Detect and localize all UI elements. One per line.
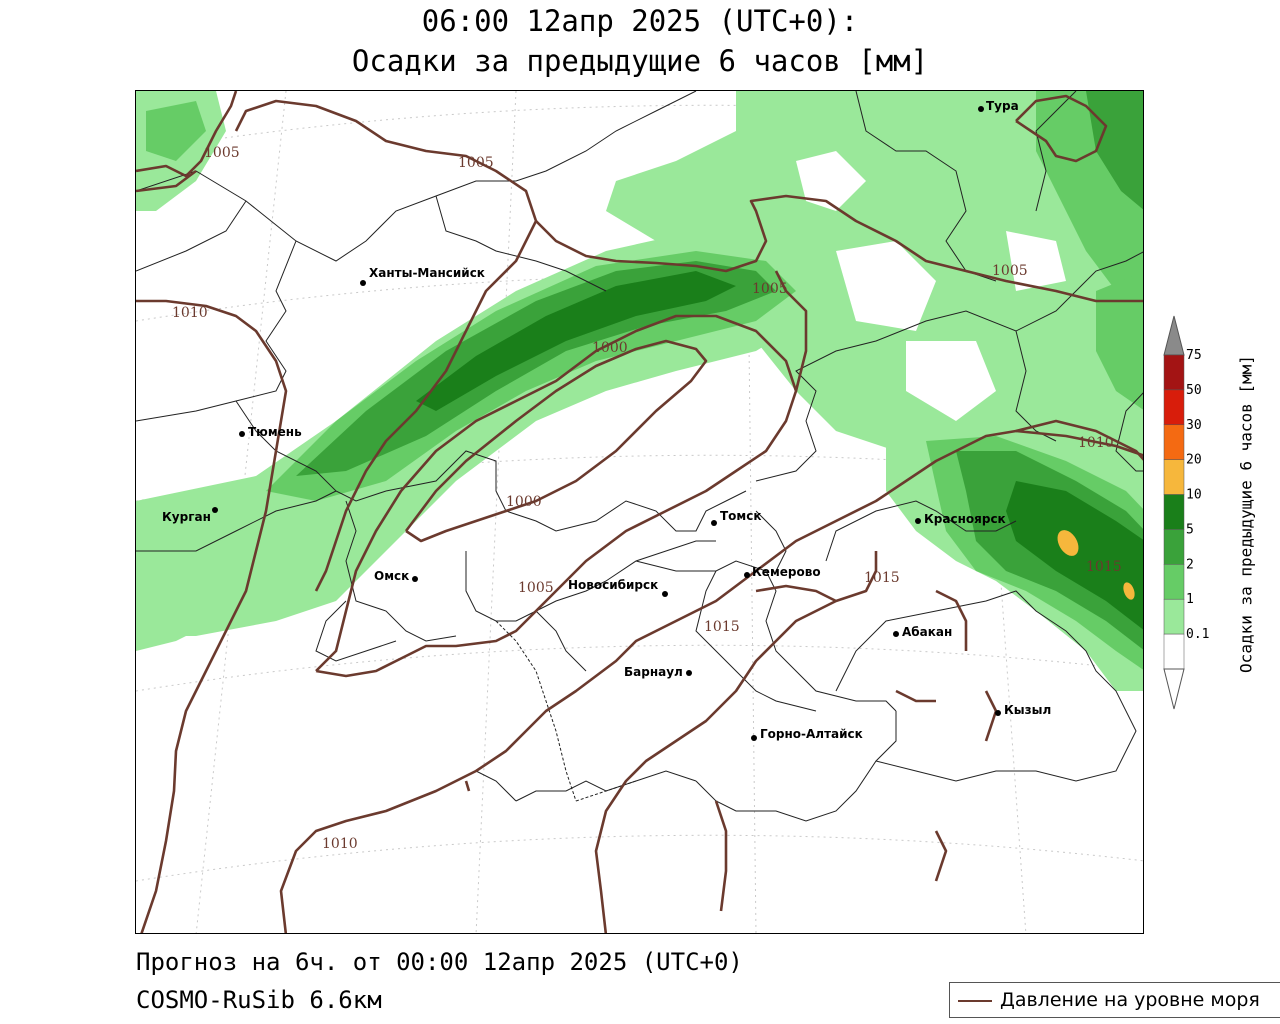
city-label: Кемерово [752,565,821,579]
isobar-label: 1015 [1086,559,1122,575]
isobar-label: 1010 [172,305,208,321]
precip-max-spot [1057,530,1079,556]
map-title-line1: 06:00 12апр 2025 (UTC+0): [421,4,859,38]
isobar-label: 1005 [204,145,240,161]
colorbar-cap-top [1163,315,1185,356]
colorbar-tick-label: 1 [1186,592,1194,607]
cities: Тура Ханты-Мансийск Тюмень Курган Омск Н… [162,99,1051,741]
colorbar-cell [1163,389,1185,426]
isobar-label: 1005 [752,281,788,297]
isobar-labels: 1005 1005 1010 1005 1000 1005 1000 1005 … [172,145,1122,852]
colorbar-cell [1163,633,1185,670]
colorbar-cell [1163,494,1185,530]
isobar-label: 1005 [992,263,1028,279]
city-label: Барнаул [624,665,683,679]
colorbar-cells [1163,354,1185,670]
isobar-label: 1010 [322,836,358,852]
isobar-label: 1000 [592,340,628,356]
city-label: Абакан [902,625,952,639]
map-title-line2: Осадки за предыдущие 6 часов [мм] [351,44,929,78]
city-label: Курган [162,510,211,524]
country-border [495,620,637,802]
colorbar-tick-label: 5 [1186,522,1194,537]
precipitation-field [136,91,1143,691]
isobar-label: 1005 [518,580,554,596]
colorbar-tick-label: 75 [1186,348,1202,363]
city-label: Красноярск [924,512,1006,526]
isobar-label: 1010 [1078,435,1114,451]
colorbar-cell [1163,598,1185,635]
colorbar-cell [1163,354,1185,391]
colorbar-ticks: 75 50 30 20 10 5 2 1 0.1 [1186,348,1209,642]
city-label: Горно-Алтайск [760,727,863,741]
colorbar-title: Осадки за предыдущие 6 часов [мм] [1236,355,1256,673]
colorbar-tick-label: 20 [1186,453,1202,468]
admin-borders [136,91,1143,822]
forecast-info: Прогноз на 6ч. от 00:00 12апр 2025 (UTC+… [136,948,743,976]
colorbar-cell [1163,459,1185,495]
colorbar-title-wrap: Осадки за предыдущие 6 часов [мм] [1232,334,1260,694]
pressure-legend-swatch [958,1000,992,1002]
map-panel: 1005 1005 1010 1005 1000 1005 1000 1005 … [135,90,1144,934]
colorbar-cell [1163,564,1185,600]
city-label: Ханты-Мансийск [369,266,485,280]
precip-band-heavy [296,261,776,476]
city-label: Тюмень [248,425,302,439]
city-label: Омск [374,569,409,583]
city-label: Томск [720,509,762,523]
city-label: Тура [986,99,1019,113]
colorbar-tick-label: 10 [1186,488,1202,503]
colorbar-tick-label: 50 [1186,383,1202,398]
map-canvas: 1005 1005 1010 1005 1000 1005 1000 1005 … [136,91,1143,933]
isobar-label: 1005 [458,155,494,171]
precip-band-very-heavy [416,271,736,411]
colorbar-tick-label: 30 [1186,418,1202,433]
colorbar-cell [1163,529,1185,565]
pressure-legend-label: Давление на уровне моря [1000,989,1260,1011]
precip-max-spot [1123,582,1135,600]
city-label: Новосибирск [568,578,658,592]
colorbar: 75 50 30 20 10 5 2 1 0.1 [1163,315,1209,710]
isobar-label: 1015 [704,619,740,635]
model-info: COSMO-RuSib 6.6км [136,986,382,1014]
colorbar-cap-bottom [1163,668,1185,710]
isobar-label: 1000 [506,494,542,510]
pressure-legend: Давление на уровне моря [949,982,1280,1018]
colorbar-tick-label: 0.1 [1186,627,1209,642]
isobars [136,91,1143,933]
colorbar-tick-label: 2 [1186,557,1194,572]
colorbar-cell [1163,424,1185,460]
city-label: Кызыл [1004,703,1051,717]
isobar-label: 1015 [864,570,900,586]
